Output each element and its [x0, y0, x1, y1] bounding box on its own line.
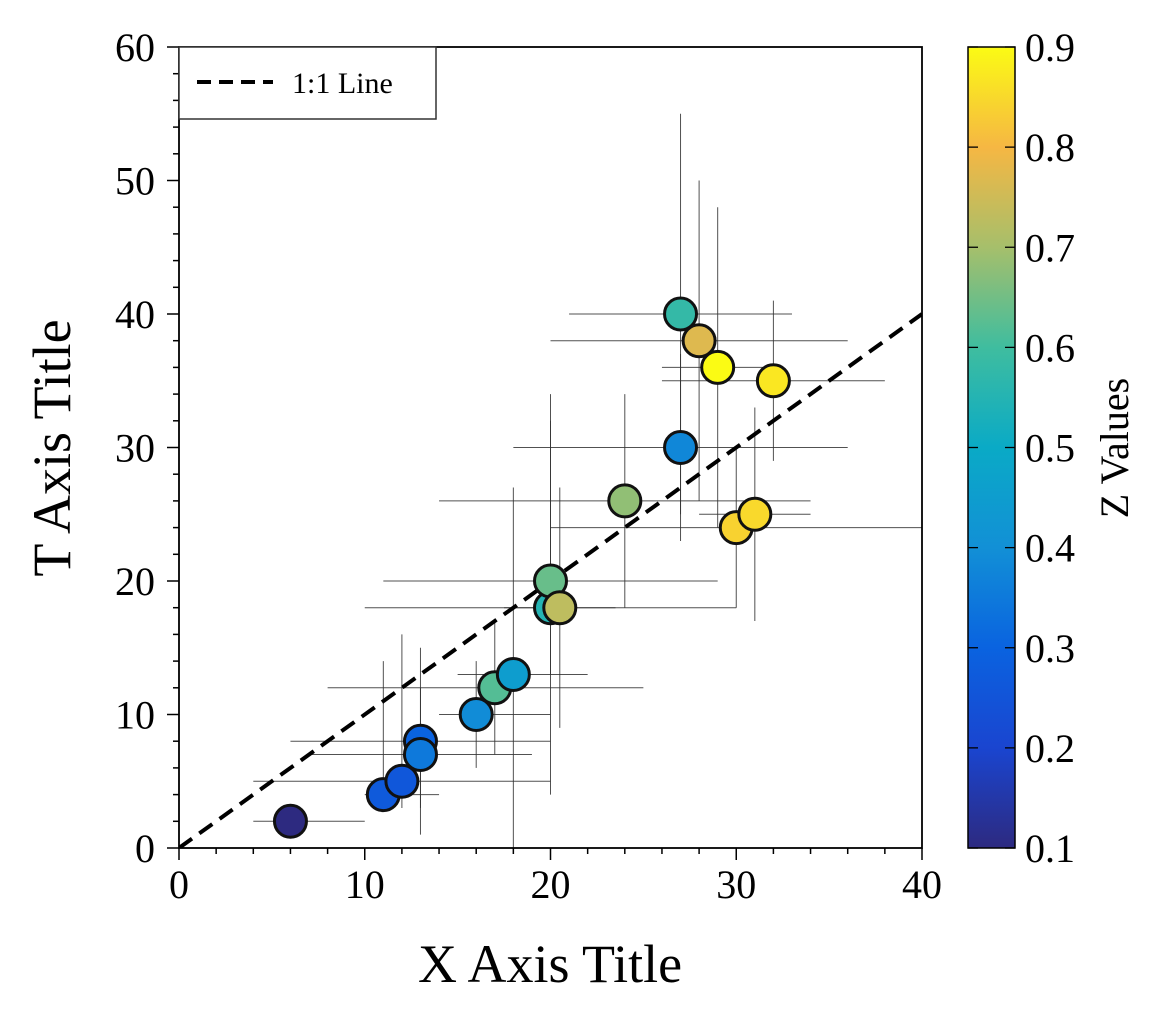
colorbar-ticks: 0.1 0.2 0.3 0.4 0.5 0.6 0.7 0.8 0.9	[968, 25, 1075, 871]
data-point-5	[458, 697, 494, 732]
colorbar-tick-label: 0.3	[1025, 626, 1075, 671]
x-axis-title: X Axis Title	[418, 934, 682, 994]
colorbar-tick-label: 0.4	[1025, 526, 1075, 571]
colorbar-tick-label: 0.2	[1025, 726, 1075, 771]
colorbar: 0.1 0.2 0.3 0.4 0.5 0.6 0.7 0.8 0.9 Z Values	[967, 25, 1137, 871]
x-tick-label: 0	[169, 862, 189, 907]
data-point-2	[384, 763, 420, 799]
data-point-18	[755, 363, 791, 399]
data-point-0	[272, 803, 308, 839]
data-point-17	[737, 496, 773, 532]
colorbar-tick-label: 0.6	[1025, 325, 1075, 370]
data-points	[272, 296, 791, 839]
data-point-14	[681, 323, 717, 359]
data-point-13	[663, 296, 699, 332]
x-tick-label: 10	[345, 862, 385, 907]
tick-labels: 0 10 20 30 40 0 10 20 30 40 50 60	[115, 25, 942, 907]
colorbar-tick-label: 0.9	[1025, 25, 1075, 70]
data-point-15	[700, 349, 736, 385]
y-tick-label: 10	[115, 693, 155, 738]
x-tick-label: 20	[531, 862, 571, 907]
data-point-11	[607, 483, 643, 519]
data-point-7	[495, 656, 531, 692]
data-point-12	[663, 430, 699, 465]
y-tick-label: 40	[115, 292, 155, 337]
colorbar-tick-label: 0.7	[1025, 225, 1075, 270]
x-tick-label: 40	[902, 862, 942, 907]
colorbar-tick-label: 0.1	[1025, 826, 1075, 871]
data-point-10	[542, 590, 578, 626]
colorbar-tick-label: 0.8	[1025, 125, 1075, 170]
axes	[167, 46, 923, 860]
legend: 1:1 Line	[178, 46, 437, 120]
y-tick-label: 0	[135, 826, 155, 871]
y-tick-label: 60	[115, 25, 155, 70]
legend-label: 1:1 Line	[292, 67, 393, 100]
y-axis-title: T Axis Title	[22, 319, 82, 576]
data-point-4	[402, 737, 438, 773]
y-tick-label: 50	[115, 159, 155, 204]
colorbar-tick-label: 0.5	[1025, 426, 1075, 471]
y-tick-label: 30	[115, 426, 155, 471]
error-bars	[253, 113, 922, 848]
y-tick-label: 20	[115, 559, 155, 604]
x-tick-label: 30	[716, 862, 756, 907]
colorbar-title: Z Values	[1092, 378, 1137, 518]
